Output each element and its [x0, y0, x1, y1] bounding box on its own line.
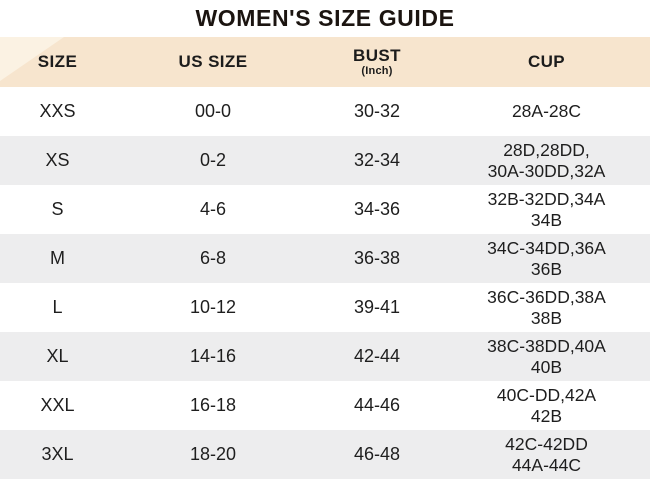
cell-us-size: 14-16 — [189, 346, 237, 367]
cell-size: XS — [45, 150, 70, 171]
cell-us-size: 6-8 — [199, 248, 226, 269]
table-row: 3XL 18-20 46-48 42C-42DD 44A-44C — [0, 430, 650, 479]
table-row: S 4-6 34-36 32B-32DD,34A 34B — [0, 185, 650, 234]
cell-size: XL — [46, 346, 69, 367]
table-row: XXS 00-0 30-32 28A-28C — [0, 87, 650, 136]
cell-us-size: 00-0 — [194, 101, 232, 122]
cell-size: S — [51, 199, 64, 220]
table-row: XL 14-16 42-44 38C-38DD,40A 40B — [0, 332, 650, 381]
column-header-bust: BUST (Inch) — [311, 45, 443, 77]
size-table: SIZE US SIZE BUST (Inch) CUP XXS 00-0 30… — [0, 37, 650, 479]
cell-bust: 36-38 — [353, 248, 401, 269]
cell-us-size: 4-6 — [199, 199, 226, 220]
cell-cup: 40C-DD,42A 42B — [496, 385, 597, 426]
cell-size: M — [50, 248, 65, 269]
table-header-row: SIZE US SIZE BUST (Inch) CUP — [0, 37, 650, 87]
cell-cup: 42C-42DD 44A-44C — [505, 434, 588, 475]
cell-bust: 32-34 — [353, 150, 401, 171]
cell-bust: 39-41 — [353, 297, 401, 318]
cell-bust: 44-46 — [353, 395, 401, 416]
cell-cup: 28A-28C — [511, 101, 582, 122]
cell-us-size: 10-12 — [189, 297, 237, 318]
cell-cup: 38C-38DD,40A 40B — [487, 336, 606, 377]
cell-size: XXL — [40, 395, 75, 416]
cell-us-size: 16-18 — [189, 395, 237, 416]
cell-bust: 34-36 — [353, 199, 401, 220]
cell-bust: 30-32 — [353, 101, 401, 122]
cell-bust: 46-48 — [353, 444, 401, 465]
column-header-bust-label: BUST — [353, 45, 401, 65]
cell-cup: 32B-32DD,34A 34B — [487, 189, 606, 230]
cell-bust: 42-44 — [353, 346, 401, 367]
cell-cup: 36C-36DD,38A 38B — [487, 287, 606, 328]
cell-cup: 34C-34DD,36A 36B — [487, 238, 606, 279]
cell-size: L — [52, 297, 63, 318]
column-header-cup: CUP — [527, 52, 566, 72]
cell-size: XXS — [39, 101, 76, 122]
cell-us-size: 0-2 — [199, 150, 226, 171]
cell-us-size: 18-20 — [189, 444, 237, 465]
page-title: WOMEN'S SIZE GUIDE — [195, 5, 455, 31]
cell-cup: 28D,28DD, 30A-30DD,32A — [487, 140, 606, 181]
table-row: XXL 16-18 44-46 40C-DD,42A 42B — [0, 381, 650, 430]
table-row: L 10-12 39-41 36C-36DD,38A 38B — [0, 283, 650, 332]
table-row: M 6-8 36-38 34C-34DD,36A 36B — [0, 234, 650, 283]
column-header-size: SIZE — [37, 52, 78, 72]
column-header-us-size: US SIZE — [178, 52, 248, 72]
cell-size: 3XL — [41, 444, 74, 465]
table-row: XS 0-2 32-34 28D,28DD, 30A-30DD,32A — [0, 136, 650, 185]
column-header-bust-unit: (Inch) — [361, 64, 393, 77]
